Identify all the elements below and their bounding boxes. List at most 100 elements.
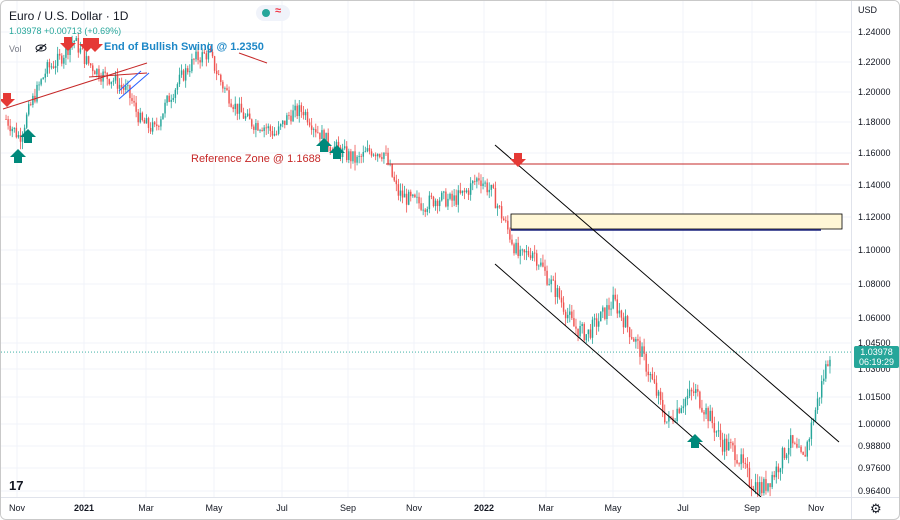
candle-body — [426, 209, 429, 212]
candle-body — [554, 280, 557, 297]
candle-body — [131, 98, 133, 101]
up-arrow-icon — [687, 434, 703, 448]
candle-body — [488, 189, 490, 193]
candle-body — [28, 104, 30, 115]
down-arrow-icon — [60, 37, 76, 51]
candle-body — [748, 467, 751, 486]
candle-body — [643, 346, 645, 354]
candle-body — [288, 115, 290, 116]
candle-body — [498, 205, 501, 207]
candle-body — [329, 147, 331, 152]
candle-body — [77, 38, 80, 53]
reference-zone — [510, 213, 843, 230]
candle-body — [736, 460, 738, 464]
candle-body — [32, 95, 34, 105]
hide-eye-icon[interactable] — [35, 43, 47, 53]
reference-zone-annotation: Reference Zone @ 1.1688 — [191, 153, 321, 165]
candle-body — [474, 181, 476, 182]
candle-body — [626, 316, 629, 328]
candle-body — [639, 340, 641, 357]
candle-body — [812, 421, 815, 423]
gear-icon[interactable]: ⚙ — [870, 501, 882, 516]
down-arrow-icon — [1, 93, 15, 107]
price-tick-label: 1.06000 — [858, 313, 891, 323]
candle-body — [579, 326, 581, 337]
candle-body — [81, 48, 84, 50]
candle-body — [364, 151, 367, 153]
candle-body — [87, 56, 90, 64]
candle-body — [649, 374, 652, 376]
candle-body — [366, 148, 369, 152]
candle-body — [197, 51, 199, 61]
candle-body — [410, 191, 412, 197]
candle-body — [606, 305, 608, 319]
time-tick-label: May — [604, 503, 622, 513]
candle-body — [379, 154, 381, 158]
market-status-pill[interactable]: ≈ — [256, 5, 290, 21]
candle-body — [455, 195, 457, 205]
candle-body — [230, 103, 232, 107]
candle-body — [360, 156, 362, 157]
candle-body — [767, 483, 769, 491]
candle-body — [438, 200, 441, 207]
candle-body — [277, 126, 280, 134]
candle-body — [246, 113, 249, 117]
time-tick-label: 2021 — [73, 503, 95, 513]
candle-body — [717, 430, 720, 432]
candle-body — [432, 196, 435, 207]
candle-body — [562, 302, 565, 312]
candle-body — [428, 195, 431, 210]
candle-body — [765, 479, 767, 491]
candle-body — [19, 135, 22, 142]
candle-body — [820, 381, 823, 398]
candle-body — [453, 195, 455, 201]
candle-body — [92, 65, 94, 72]
candle-body — [236, 103, 239, 114]
candle-body — [325, 132, 327, 146]
candle-body — [399, 190, 402, 196]
candle-body — [89, 63, 92, 66]
volume-label[interactable]: Vol — [9, 44, 22, 54]
candle-body — [319, 132, 321, 140]
candle-body — [560, 297, 563, 303]
currency-label[interactable]: USD — [858, 5, 878, 15]
candle-body — [160, 119, 162, 127]
price-axis[interactable]: USD 1.24000 1.22000 1.20000 1.18000 1.16000 1… — [851, 1, 899, 497]
legend: Euro / U.S. Dollar · 1D — [9, 7, 128, 25]
candle-body — [201, 52, 203, 63]
candle-body — [430, 195, 433, 197]
candle-body — [796, 443, 798, 448]
price-plot[interactable]: End of Bullish Swing @ 1.2350 Reference Z… — [1, 1, 851, 497]
ohlc-quote: 1.03978 +0.00713 (+0.69%) — [9, 26, 122, 36]
symbol-title[interactable]: Euro / U.S. Dollar · 1D — [9, 9, 129, 23]
candle-body — [38, 84, 40, 86]
tradingview-logo-icon[interactable]: 17 — [9, 478, 24, 493]
candle-body — [552, 279, 554, 281]
candle-body — [44, 73, 46, 78]
candle-body — [616, 299, 619, 314]
candle-body — [315, 129, 317, 133]
candle-body — [383, 152, 385, 159]
candle-body — [162, 113, 164, 120]
candle-body — [21, 134, 24, 142]
candle-body — [719, 430, 722, 440]
candle-body — [661, 399, 664, 413]
candle-body — [449, 193, 451, 199]
time-axis[interactable]: 17 Nov 2021 Mar May Jul Sep Nov 2022 Mar May Jul Se… — [1, 478, 851, 519]
candle-body — [104, 71, 106, 73]
candle-body — [511, 239, 513, 245]
candle-body — [647, 371, 649, 376]
price-tick-label: 1.16000 — [858, 148, 891, 158]
candle-body — [352, 151, 354, 162]
candle-body — [147, 118, 150, 128]
candle-body — [752, 488, 755, 491]
candle-body — [800, 446, 802, 452]
candle-body — [346, 146, 348, 160]
candle-body — [465, 190, 468, 193]
candle-body — [478, 178, 480, 181]
candle-body — [294, 105, 296, 111]
candle-body — [459, 190, 462, 194]
candle-body — [424, 209, 426, 212]
candle-body — [149, 127, 152, 132]
candle-body — [783, 447, 786, 459]
